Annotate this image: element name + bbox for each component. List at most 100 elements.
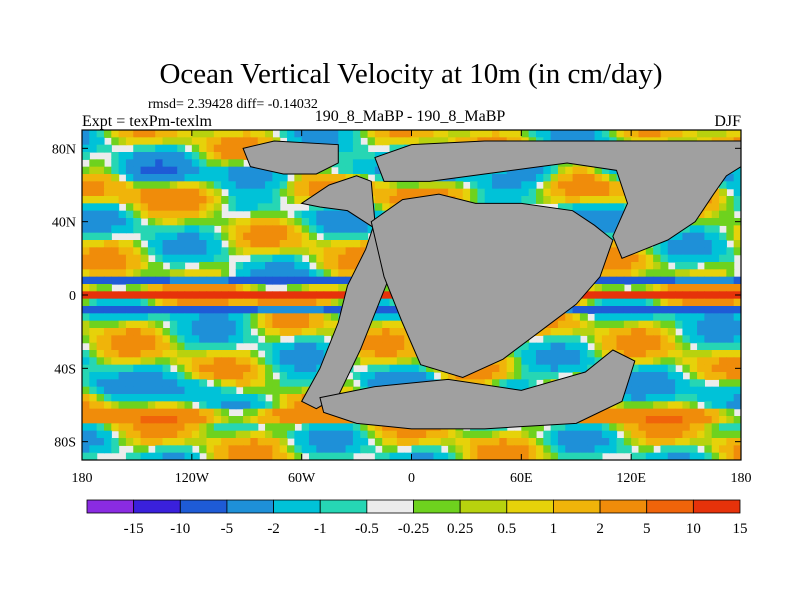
land-mass: [370, 193, 614, 379]
velocity-cell: [111, 416, 120, 424]
velocity-cell: [191, 335, 200, 344]
velocity-cell: [191, 218, 200, 226]
velocity-cell: [719, 269, 727, 278]
velocity-cell: [257, 357, 266, 366]
velocity-cell: [147, 306, 156, 314]
velocity-cell: [594, 320, 603, 329]
velocity-cell: [374, 196, 383, 204]
velocity-cell: [528, 357, 537, 366]
velocity-cell: [704, 269, 713, 278]
velocity-cell: [565, 423, 574, 432]
velocity-cell: [638, 430, 647, 439]
velocity-cell: [294, 320, 303, 329]
velocity-cell: [711, 218, 720, 226]
velocity-cell: [660, 408, 669, 417]
velocity-cell: [301, 357, 310, 366]
velocity-cell: [697, 342, 705, 351]
velocity-cell: [103, 357, 112, 366]
velocity-cell: [697, 313, 705, 322]
velocity-cell: [162, 276, 171, 285]
velocity-cell: [257, 320, 266, 329]
velocity-cell: [169, 328, 178, 336]
velocity-cell: [228, 306, 237, 314]
velocity-cell: [301, 298, 310, 307]
velocity-cell: [294, 232, 303, 241]
velocity-cell: [726, 196, 735, 204]
velocity-cell: [243, 445, 252, 454]
velocity-cell: [492, 452, 500, 460]
velocity-cell: [155, 144, 164, 153]
velocity-cell: [308, 203, 317, 212]
velocity-cell: [250, 130, 259, 138]
velocity-cell: [587, 335, 596, 344]
velocity-cell: [96, 394, 105, 402]
velocity-cell: [140, 430, 149, 439]
velocity-cell: [338, 159, 347, 168]
velocity-cell: [367, 445, 376, 454]
velocity-cell: [272, 445, 281, 454]
velocity-cell: [374, 210, 383, 219]
velocity-cell: [726, 225, 735, 234]
velocity-cell: [272, 394, 281, 402]
velocity-cell: [719, 240, 727, 248]
velocity-cell: [169, 394, 178, 402]
velocity-cell: [352, 445, 361, 454]
velocity-cell: [206, 159, 215, 168]
velocity-cell: [155, 284, 164, 292]
velocity-cell: [594, 430, 603, 439]
velocity-cell: [308, 225, 317, 234]
velocity-cell: [279, 350, 288, 358]
velocity-cell: [265, 181, 273, 190]
velocity-cell: [587, 174, 596, 182]
velocity-cell: [96, 269, 105, 278]
velocity-cell: [177, 306, 186, 314]
colorbar-box: [646, 499, 694, 514]
velocity-cell: [169, 262, 178, 270]
velocity-cell: [675, 452, 684, 460]
velocity-cell: [382, 379, 391, 388]
colorbar-label: -2: [267, 521, 280, 537]
velocity-cell: [221, 445, 230, 454]
velocity-cell: [565, 188, 574, 197]
velocity-cell: [645, 438, 654, 446]
velocity-cell: [125, 408, 134, 417]
velocity-cell: [653, 269, 662, 278]
velocity-cell: [133, 254, 142, 263]
velocity-cell: [689, 306, 698, 314]
velocity-cell: [587, 430, 596, 439]
velocity-cell: [162, 372, 171, 380]
velocity-cell: [506, 196, 515, 204]
velocity-cell: [653, 328, 662, 336]
velocity-cell: [675, 247, 684, 256]
velocity-cell: [133, 188, 142, 197]
velocity-cell: [565, 130, 574, 138]
velocity-cell: [169, 335, 178, 344]
velocity-cell: [199, 408, 208, 417]
velocity-cell: [213, 159, 222, 168]
velocity-cell: [243, 166, 252, 175]
velocity-cell: [323, 210, 332, 219]
velocity-cell: [228, 430, 237, 439]
velocity-cell: [404, 452, 413, 460]
velocity-cell: [323, 232, 332, 241]
velocity-cell: [360, 438, 369, 446]
velocity-cell: [155, 291, 164, 300]
velocity-cell: [697, 269, 705, 278]
velocity-cell: [521, 174, 530, 182]
velocity-cell: [514, 188, 522, 197]
velocity-cell: [140, 342, 149, 351]
velocity-cell: [543, 130, 552, 138]
velocity-cell: [587, 203, 596, 212]
velocity-cell: [499, 130, 508, 138]
velocity-cell: [147, 408, 156, 417]
velocity-cell: [111, 379, 120, 388]
velocity-cell: [125, 394, 134, 402]
velocity-cell: [147, 240, 156, 248]
velocity-cell: [675, 232, 684, 241]
velocity-cell: [308, 291, 317, 300]
velocity-cell: [667, 438, 676, 446]
velocity-cell: [330, 137, 339, 146]
velocity-cell: [147, 152, 156, 160]
velocity-cell: [601, 438, 610, 446]
velocity-cell: [272, 218, 281, 226]
